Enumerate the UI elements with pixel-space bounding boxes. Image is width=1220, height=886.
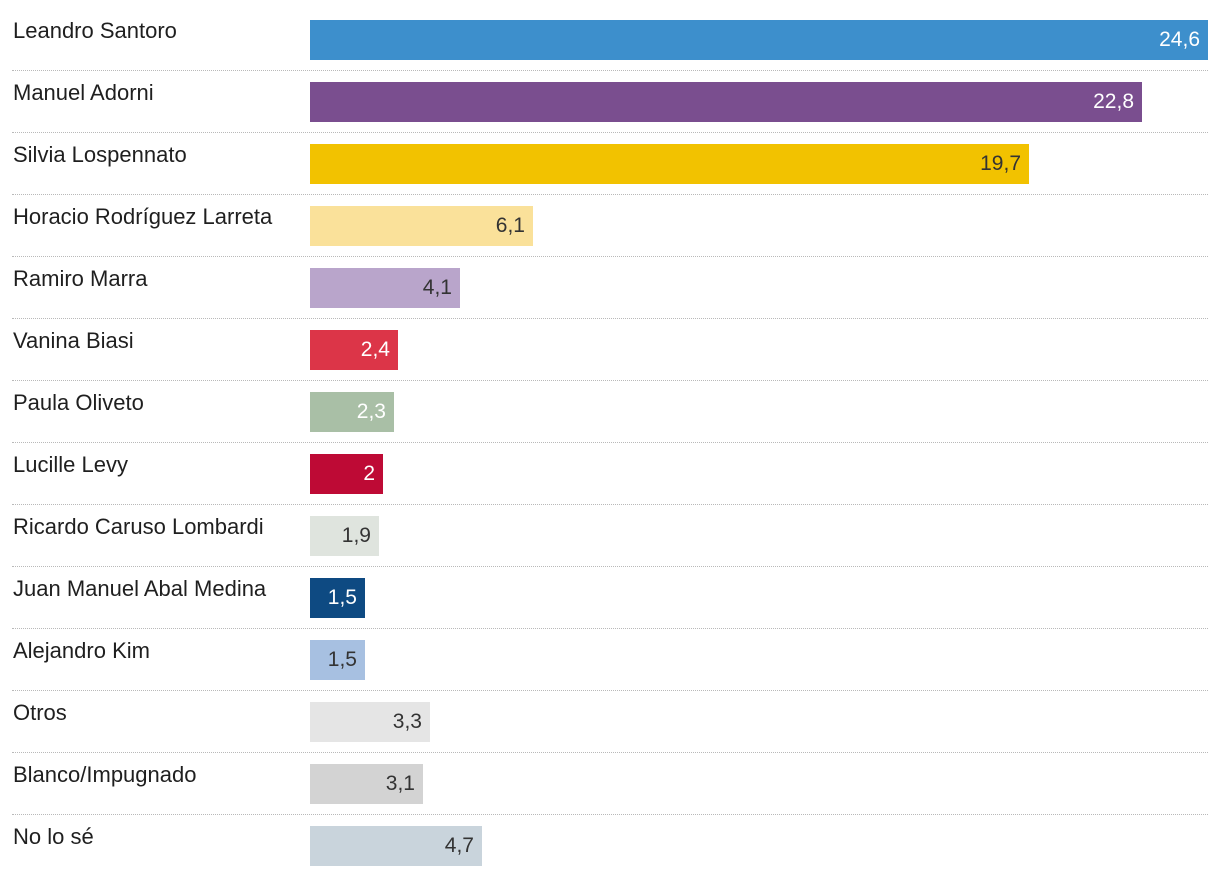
bar: 3,1: [310, 764, 423, 804]
category-label: Alejandro Kim: [13, 638, 150, 663]
category-label: Horacio Rodríguez Larreta: [13, 204, 273, 229]
bar: 2,4: [310, 330, 398, 370]
category-label: Ricardo Caruso Lombardi: [13, 514, 264, 539]
row-divider: [12, 442, 1208, 443]
row-divider: [12, 752, 1208, 753]
bar: 4,1: [310, 268, 460, 308]
row-divider: [12, 256, 1208, 257]
bar: 1,5: [310, 578, 365, 618]
bar-row: Blanco/Impugnado 3,1: [0, 744, 1220, 806]
bar: 6,1: [310, 206, 533, 246]
bar-row: Juan Manuel Abal Medina 1,5: [0, 558, 1220, 620]
row-divider: [12, 318, 1208, 319]
category-label: Silvia Lospennato: [13, 142, 187, 167]
bar-value-label: 2,4: [360, 338, 390, 361]
category-label: Leandro Santoro: [13, 18, 177, 43]
row-divider: [12, 380, 1208, 381]
bar-value-label: 3,1: [385, 772, 415, 795]
row-divider: [12, 132, 1208, 133]
bar: 19,7: [310, 144, 1029, 184]
bar-row: Ramiro Marra 4,1: [0, 248, 1220, 310]
bar: 3,3: [310, 702, 430, 742]
bar-value-label: 4,7: [444, 834, 474, 857]
bar-row: Manuel Adorni 22,8: [0, 62, 1220, 124]
bar: 24,6: [310, 20, 1208, 60]
bar-row: Lucille Levy 2: [0, 434, 1220, 496]
bar: 1,9: [310, 516, 379, 556]
bar-row: Alejandro Kim 1,5: [0, 620, 1220, 682]
bar-row: Ricardo Caruso Lombardi 1,9: [0, 496, 1220, 558]
bar: 1,5: [310, 640, 365, 680]
bar-row: No lo sé 4,7: [0, 806, 1220, 868]
bar-row: Leandro Santoro 24,6: [0, 0, 1220, 62]
category-label: Otros: [13, 700, 67, 725]
bar: 4,7: [310, 826, 482, 866]
bar-row: Horacio Rodríguez Larreta 6,1: [0, 186, 1220, 248]
row-divider: [12, 690, 1208, 691]
row-divider: [12, 70, 1208, 71]
row-divider: [12, 566, 1208, 567]
bar-value-label: 1,5: [327, 648, 357, 671]
category-label: Ramiro Marra: [13, 266, 148, 291]
category-label: Paula Oliveto: [13, 390, 144, 415]
bar: 22,8: [310, 82, 1142, 122]
row-divider: [12, 194, 1208, 195]
category-label: No lo sé: [13, 824, 94, 849]
bar-value-label: 1,9: [341, 524, 371, 547]
category-label: Juan Manuel Abal Medina: [13, 576, 267, 601]
bar-value-label: 1,5: [327, 586, 357, 609]
bar-row: Paula Oliveto 2,3: [0, 372, 1220, 434]
row-divider: [12, 504, 1208, 505]
row-divider: [12, 814, 1208, 815]
bar-value-label: 6,1: [495, 214, 525, 237]
bar: 2: [310, 454, 383, 494]
category-label: Lucille Levy: [13, 452, 128, 477]
bar-value-label: 2,3: [356, 400, 386, 423]
bar-value-label: 22,8: [1093, 90, 1134, 113]
bar: 2,3: [310, 392, 394, 432]
category-label: Blanco/Impugnado: [13, 762, 197, 787]
bar-value-label: 3,3: [392, 710, 422, 733]
category-label: Vanina Biasi: [13, 328, 134, 353]
bar-value-label: 4,1: [422, 276, 452, 299]
bar-row: Silvia Lospennato 19,7: [0, 124, 1220, 186]
category-label: Manuel Adorni: [13, 80, 154, 105]
bar-value-label: 24,6: [1159, 28, 1200, 51]
bar-value-label: 19,7: [980, 152, 1021, 175]
bar-row: Otros 3,3: [0, 682, 1220, 744]
row-divider: [12, 628, 1208, 629]
bar-value-label: 2: [363, 462, 375, 485]
bar-row: Vanina Biasi 2,4: [0, 310, 1220, 372]
